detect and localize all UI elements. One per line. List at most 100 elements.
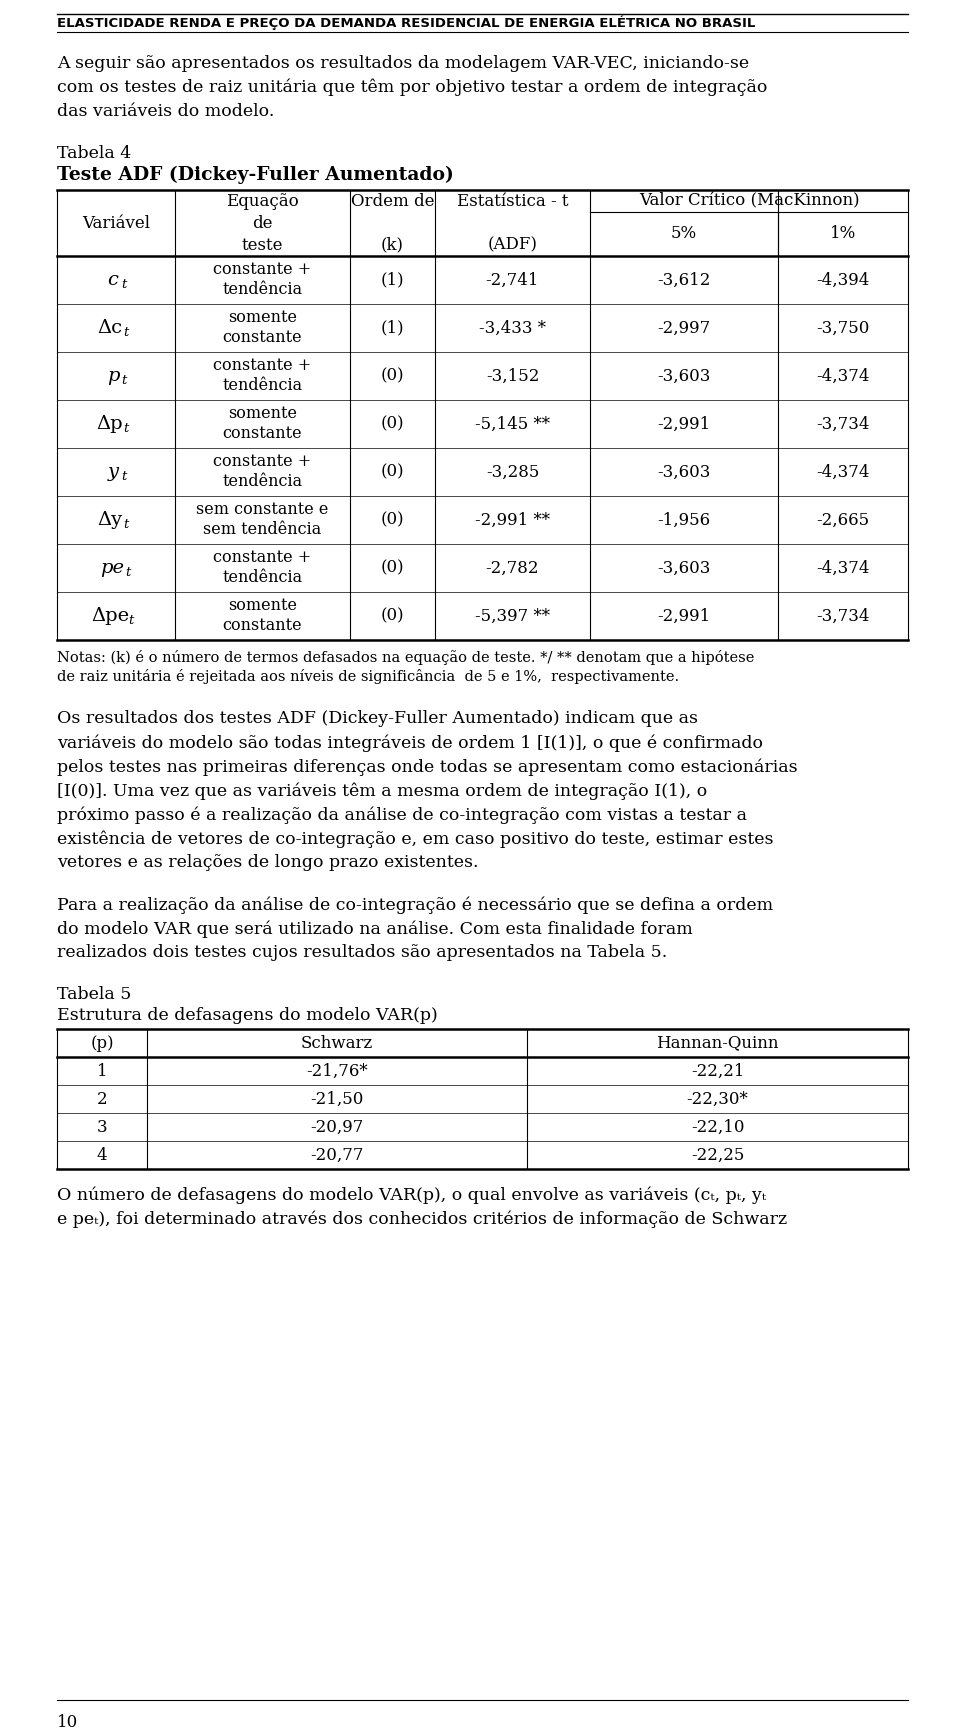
Text: (0): (0)	[381, 608, 404, 624]
Text: -3,734: -3,734	[816, 415, 870, 432]
Text: -20,97: -20,97	[310, 1118, 364, 1135]
Text: das variáveis do modelo.: das variáveis do modelo.	[57, 104, 275, 119]
Text: Variável: Variável	[82, 214, 150, 232]
Text: 2: 2	[97, 1090, 108, 1108]
Text: somente: somente	[228, 406, 297, 423]
Text: pe: pe	[100, 558, 124, 577]
Text: -2,991 **: -2,991 **	[475, 511, 550, 529]
Text: do modelo VAR que será utilizado na análise. Com esta finalidade foram: do modelo VAR que será utilizado na anál…	[57, 919, 693, 938]
Text: -2,665: -2,665	[816, 511, 870, 529]
Text: -3,750: -3,750	[816, 320, 870, 337]
Text: realizados dois testes cujos resultados são apresentados na Tabela 5.: realizados dois testes cujos resultados …	[57, 943, 667, 961]
Text: pelos testes nas primeiras diferenças onde todas se apresentam como estacionária: pelos testes nas primeiras diferenças on…	[57, 759, 798, 776]
Text: -22,25: -22,25	[691, 1146, 744, 1163]
Text: tendência: tendência	[223, 473, 302, 491]
Text: (1): (1)	[381, 271, 404, 289]
Text: t: t	[128, 615, 133, 627]
Text: -3,612: -3,612	[658, 271, 710, 289]
Text: c: c	[108, 271, 118, 289]
Text: [I(0)]. Uma vez que as variáveis têm a mesma ordem de integração I(1), o: [I(0)]. Uma vez que as variáveis têm a m…	[57, 783, 708, 800]
Text: próximo passo é a realização da análise de co-integração com vistas a testar a: próximo passo é a realização da análise …	[57, 805, 747, 824]
Text: com os testes de raiz unitária que têm por objetivo testar a ordem de integração: com os testes de raiz unitária que têm p…	[57, 79, 767, 97]
Text: -3,734: -3,734	[816, 608, 870, 624]
Text: Os resultados dos testes ADF (Dickey-Fuller Aumentado) indicam que as: Os resultados dos testes ADF (Dickey-Ful…	[57, 710, 698, 727]
Text: t: t	[123, 518, 129, 532]
Text: -20,77: -20,77	[310, 1146, 364, 1163]
Text: p: p	[107, 366, 119, 385]
Text: t: t	[121, 470, 127, 484]
Text: Teste ADF (Dickey-Fuller Aumentado): Teste ADF (Dickey-Fuller Aumentado)	[57, 166, 454, 185]
Text: (1): (1)	[381, 320, 404, 337]
Text: vetores e as relações de longo prazo existentes.: vetores e as relações de longo prazo exi…	[57, 854, 478, 871]
Text: Δp: Δp	[97, 415, 123, 434]
Text: de: de	[252, 214, 273, 232]
Text: -3,433 *: -3,433 *	[479, 320, 546, 337]
Text: constante +: constante +	[213, 358, 312, 375]
Text: -21,50: -21,50	[310, 1090, 364, 1108]
Text: Δc: Δc	[97, 320, 123, 337]
Text: -4,394: -4,394	[816, 271, 870, 289]
Text: Δy: Δy	[97, 511, 123, 529]
Text: -22,10: -22,10	[691, 1118, 744, 1135]
Text: constante +: constante +	[213, 550, 312, 567]
Text: 3: 3	[97, 1118, 108, 1135]
Text: -3,603: -3,603	[658, 368, 710, 385]
Text: -4,374: -4,374	[816, 368, 870, 385]
Text: tendência: tendência	[223, 282, 302, 299]
Text: Ordem de: Ordem de	[350, 192, 434, 209]
Text: (ADF): (ADF)	[488, 237, 538, 254]
Text: -3,285: -3,285	[486, 463, 540, 480]
Text: t: t	[123, 423, 129, 435]
Text: Δpe: Δpe	[91, 607, 129, 626]
Text: (k): (k)	[381, 237, 404, 254]
Text: -1,956: -1,956	[658, 511, 710, 529]
Text: Hannan-Quinn: Hannan-Quinn	[657, 1035, 779, 1052]
Text: Para a realização da análise de co-integração é necessário que se defina a ordem: Para a realização da análise de co-integ…	[57, 897, 773, 914]
Text: Notas: (k) é o número de termos defasados na equação de teste. */ ** denotam que: Notas: (k) é o número de termos defasado…	[57, 650, 755, 665]
Text: A seguir são apresentados os resultados da modelagem VAR-VEC, iniciando-se: A seguir são apresentados os resultados …	[57, 55, 749, 73]
Text: constante: constante	[223, 617, 302, 634]
Text: constante: constante	[223, 425, 302, 442]
Text: -2,991: -2,991	[658, 608, 710, 624]
Text: somente: somente	[228, 598, 297, 615]
Text: -4,374: -4,374	[816, 463, 870, 480]
Text: -4,374: -4,374	[816, 560, 870, 577]
Text: Valor Crítico (MacKinnon): Valor Crítico (MacKinnon)	[638, 192, 859, 209]
Text: -5,397 **: -5,397 **	[475, 608, 550, 624]
Text: constante: constante	[223, 330, 302, 347]
Text: sem tendência: sem tendência	[204, 522, 322, 539]
Text: (0): (0)	[381, 368, 404, 385]
Text: -21,76*: -21,76*	[306, 1063, 368, 1080]
Text: de raiz unitária é rejeitada aos níveis de significância  de 5 e 1%,  respectiva: de raiz unitária é rejeitada aos níveis …	[57, 669, 679, 684]
Text: variáveis do modelo são todas integráveis de ordem 1 [I(1)], o que é confirmado: variáveis do modelo são todas integrávei…	[57, 734, 763, 752]
Text: 1%: 1%	[829, 225, 856, 242]
Text: Equação: Equação	[227, 192, 299, 209]
Text: -22,30*: -22,30*	[686, 1090, 749, 1108]
Text: 10: 10	[57, 1714, 79, 1728]
Text: ELASTICIDADE RENDA E PREÇO DA DEMANDA RESIDENCIAL DE ENERGIA ELÉTRICA NO BRASIL: ELASTICIDADE RENDA E PREÇO DA DEMANDA RE…	[57, 16, 756, 31]
Text: Tabela 5: Tabela 5	[57, 987, 132, 1002]
Text: somente: somente	[228, 309, 297, 327]
Text: t: t	[123, 327, 129, 339]
Text: tendência: tendência	[223, 377, 302, 394]
Text: Estrutura de defasagens do modelo VAR(p): Estrutura de defasagens do modelo VAR(p)	[57, 1007, 438, 1025]
Text: -3,152: -3,152	[486, 368, 540, 385]
Text: t: t	[121, 278, 127, 292]
Text: tendência: tendência	[223, 570, 302, 586]
Text: t: t	[121, 375, 127, 387]
Text: constante +: constante +	[213, 261, 312, 278]
Text: -3,603: -3,603	[658, 560, 710, 577]
Text: (0): (0)	[381, 511, 404, 529]
Text: (p): (p)	[90, 1035, 114, 1052]
Text: Tabela 4: Tabela 4	[57, 145, 132, 162]
Text: -2,997: -2,997	[658, 320, 710, 337]
Text: -3,603: -3,603	[658, 463, 710, 480]
Text: 4: 4	[97, 1146, 108, 1163]
Text: t: t	[125, 567, 131, 579]
Text: constante +: constante +	[213, 453, 312, 470]
Text: -2,741: -2,741	[486, 271, 540, 289]
Text: O número de defasagens do modelo VAR(p), o qual envolve as variáveis (cₜ, pₜ, yₜ: O número de defasagens do modelo VAR(p),…	[57, 1187, 766, 1204]
Text: sem constante e: sem constante e	[196, 501, 328, 518]
Text: teste: teste	[242, 237, 283, 254]
Text: y: y	[108, 463, 118, 480]
